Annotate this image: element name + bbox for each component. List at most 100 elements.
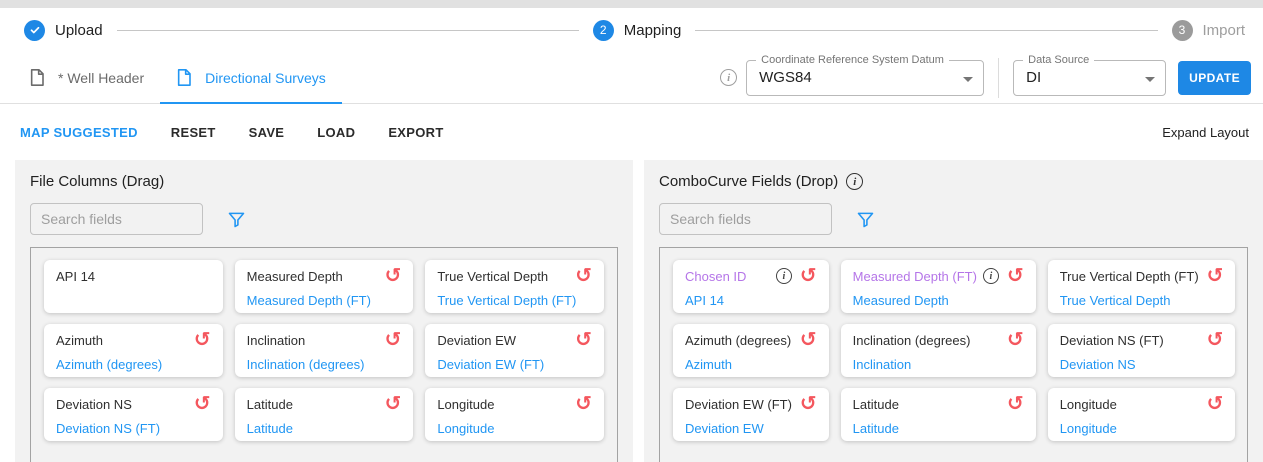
save-button[interactable]: SAVE bbox=[248, 124, 285, 140]
window-top-strip bbox=[0, 0, 1263, 8]
field-card-label: Longitude bbox=[437, 396, 495, 412]
stepper-connector bbox=[116, 29, 579, 31]
info-icon[interactable]: i bbox=[720, 69, 738, 86]
field-card[interactable]: Deviation EW (FT) ↺ Deviation EW bbox=[673, 388, 829, 441]
undo-icon[interactable]: ↺ bbox=[384, 393, 402, 415]
step-2-badge: 2 bbox=[592, 19, 614, 41]
update-button[interactable]: UPDATE bbox=[1178, 60, 1251, 95]
field-card-label: Inclination bbox=[246, 332, 306, 348]
reset-button[interactable]: RESET bbox=[170, 124, 216, 140]
chevron-down-icon bbox=[1145, 76, 1156, 82]
field-card-label: Latitude bbox=[852, 396, 899, 412]
field-card[interactable]: Longitude ↺ Longitude bbox=[425, 388, 604, 441]
field-card-label: Longitude bbox=[1059, 396, 1117, 412]
field-card[interactable]: Longitude ↺ Longitude bbox=[1047, 388, 1236, 441]
field-card-mapped-value: Deviation NS (FT) bbox=[56, 421, 161, 436]
undo-icon[interactable]: ↺ bbox=[193, 393, 211, 415]
data-source-select[interactable]: Data Source DI bbox=[1013, 53, 1167, 96]
field-card[interactable]: Inclination ↺ Inclination (degrees) bbox=[234, 324, 414, 377]
file-columns-panel: File Columns (Drag) API 14 Measured Dept… bbox=[15, 160, 633, 462]
undo-icon[interactable]: ↺ bbox=[575, 329, 592, 351]
field-card-label: Chosen ID bbox=[685, 268, 747, 284]
field-card-mapped-value: Latitude bbox=[852, 421, 899, 436]
field-card-mapped-value: API 14 bbox=[685, 293, 725, 308]
undo-icon[interactable]: ↺ bbox=[799, 265, 817, 287]
undo-icon[interactable]: ↺ bbox=[384, 329, 402, 351]
field-card-label: Deviation NS (FT) bbox=[1059, 332, 1164, 348]
field-card-label: API 14 bbox=[56, 268, 96, 284]
filter-funnel-icon[interactable] bbox=[855, 209, 876, 230]
document-icon bbox=[29, 68, 45, 87]
mapping-toolbar: MAP SUGGESTED RESET SAVE LOAD EXPORT Exp… bbox=[0, 104, 1263, 160]
expand-layout-button[interactable]: Expand Layout bbox=[1162, 124, 1249, 140]
import-stepper: Upload 2 Mapping 3 Import bbox=[0, 8, 1263, 52]
undo-icon[interactable]: ↺ bbox=[799, 329, 817, 351]
field-card[interactable]: Azimuth (degrees) ↺ Azimuth bbox=[673, 324, 829, 377]
field-card[interactable]: Azimuth ↺ Azimuth (degrees) bbox=[44, 324, 223, 377]
info-icon[interactable]: i bbox=[982, 268, 999, 284]
field-card-mapped-value: Measured Depth bbox=[852, 293, 949, 308]
field-card[interactable]: Inclination (degrees) ↺ Inclination bbox=[840, 324, 1036, 377]
load-button[interactable]: LOAD bbox=[317, 124, 356, 140]
step-mapping[interactable]: 2 Mapping bbox=[592, 19, 682, 41]
field-card-label: Azimuth bbox=[56, 332, 103, 348]
field-card[interactable]: Chosen ID i ↺ API 14 bbox=[673, 260, 829, 313]
undo-icon[interactable]: ↺ bbox=[1206, 329, 1224, 351]
field-card-mapped-value: Inclination bbox=[852, 357, 912, 372]
field-card[interactable]: Latitude ↺ Latitude bbox=[840, 388, 1036, 441]
tab-well-header[interactable]: * Well Header bbox=[13, 52, 160, 103]
undo-icon[interactable]: ↺ bbox=[1006, 393, 1024, 415]
file-columns-panel-title: File Columns (Drag) bbox=[30, 173, 165, 190]
info-icon[interactable]: i bbox=[846, 173, 864, 190]
step-3-badge: 3 bbox=[1171, 19, 1193, 41]
crs-datum-select[interactable]: Coordinate Reference System Datum WGS84 bbox=[746, 53, 985, 96]
data-source-select-value: DI bbox=[1026, 69, 1042, 86]
field-card[interactable]: Latitude ↺ Latitude bbox=[234, 388, 414, 441]
field-card[interactable]: Deviation EW ↺ Deviation EW (FT) bbox=[425, 324, 604, 377]
field-card[interactable]: True Vertical Depth ↺ True Vertical Dept… bbox=[425, 260, 604, 313]
header-controls: i Coordinate Reference System Datum WGS8… bbox=[720, 53, 1263, 98]
field-card-mapped-value: Deviation EW (FT) bbox=[437, 357, 545, 372]
field-card-mapped-value: Measured Depth (FT) bbox=[246, 293, 371, 308]
undo-icon[interactable]: ↺ bbox=[1206, 265, 1224, 287]
field-card[interactable]: Deviation NS ↺ Deviation NS (FT) bbox=[44, 388, 223, 441]
document-icon bbox=[176, 68, 192, 87]
undo-icon[interactable]: ↺ bbox=[799, 393, 817, 415]
vertical-divider bbox=[998, 57, 1000, 98]
field-card-mapped-value: True Vertical Depth (FT) bbox=[437, 293, 577, 308]
file-columns-card-grid: API 14 Measured Depth ↺ Measured Depth (… bbox=[30, 247, 618, 462]
field-card[interactable]: Measured Depth ↺ Measured Depth (FT) bbox=[234, 260, 414, 313]
step-mapping-label: Mapping bbox=[623, 21, 682, 39]
field-card-mapped-value: Azimuth bbox=[685, 357, 732, 372]
data-source-select-label: Data Source bbox=[1023, 53, 1095, 66]
undo-icon[interactable]: ↺ bbox=[1006, 265, 1024, 287]
field-card[interactable]: Measured Depth (FT) i ↺ Measured Depth bbox=[840, 260, 1036, 313]
search-input[interactable] bbox=[30, 203, 203, 235]
field-card[interactable]: Deviation NS (FT) ↺ Deviation NS bbox=[1047, 324, 1236, 377]
export-button[interactable]: EXPORT bbox=[388, 124, 444, 140]
tab-directional-surveys[interactable]: Directional Surveys bbox=[160, 52, 342, 104]
field-card-mapped-value: Azimuth (degrees) bbox=[56, 357, 163, 372]
undo-icon[interactable]: ↺ bbox=[575, 393, 592, 415]
undo-icon[interactable]: ↺ bbox=[1006, 329, 1024, 351]
tab-bar: * Well Header Directional Surveys i Coor… bbox=[0, 52, 1263, 104]
filter-funnel-icon[interactable] bbox=[226, 209, 247, 230]
check-circle-icon bbox=[24, 19, 45, 41]
step-upload[interactable]: Upload bbox=[24, 19, 103, 41]
field-card-label: Latitude bbox=[246, 396, 293, 412]
search-input[interactable] bbox=[659, 203, 832, 235]
undo-icon[interactable]: ↺ bbox=[384, 265, 402, 287]
step-import[interactable]: 3 Import bbox=[1171, 19, 1245, 41]
field-card[interactable]: API 14 bbox=[44, 260, 223, 313]
undo-icon[interactable]: ↺ bbox=[1206, 393, 1224, 415]
map-suggested-button[interactable]: MAP SUGGESTED bbox=[20, 124, 138, 140]
undo-icon[interactable]: ↺ bbox=[575, 265, 592, 287]
mapping-panels: File Columns (Drag) API 14 Measured Dept… bbox=[0, 160, 1263, 462]
field-card-label: True Vertical Depth bbox=[437, 268, 549, 284]
info-icon[interactable]: i bbox=[775, 268, 792, 284]
chevron-down-icon bbox=[963, 76, 974, 82]
crs-datum-select-value: WGS84 bbox=[759, 69, 812, 86]
field-card-mapped-value: True Vertical Depth bbox=[1059, 293, 1171, 308]
undo-icon[interactable]: ↺ bbox=[193, 329, 211, 351]
field-card[interactable]: True Vertical Depth (FT) ↺ True Vertical… bbox=[1047, 260, 1236, 313]
